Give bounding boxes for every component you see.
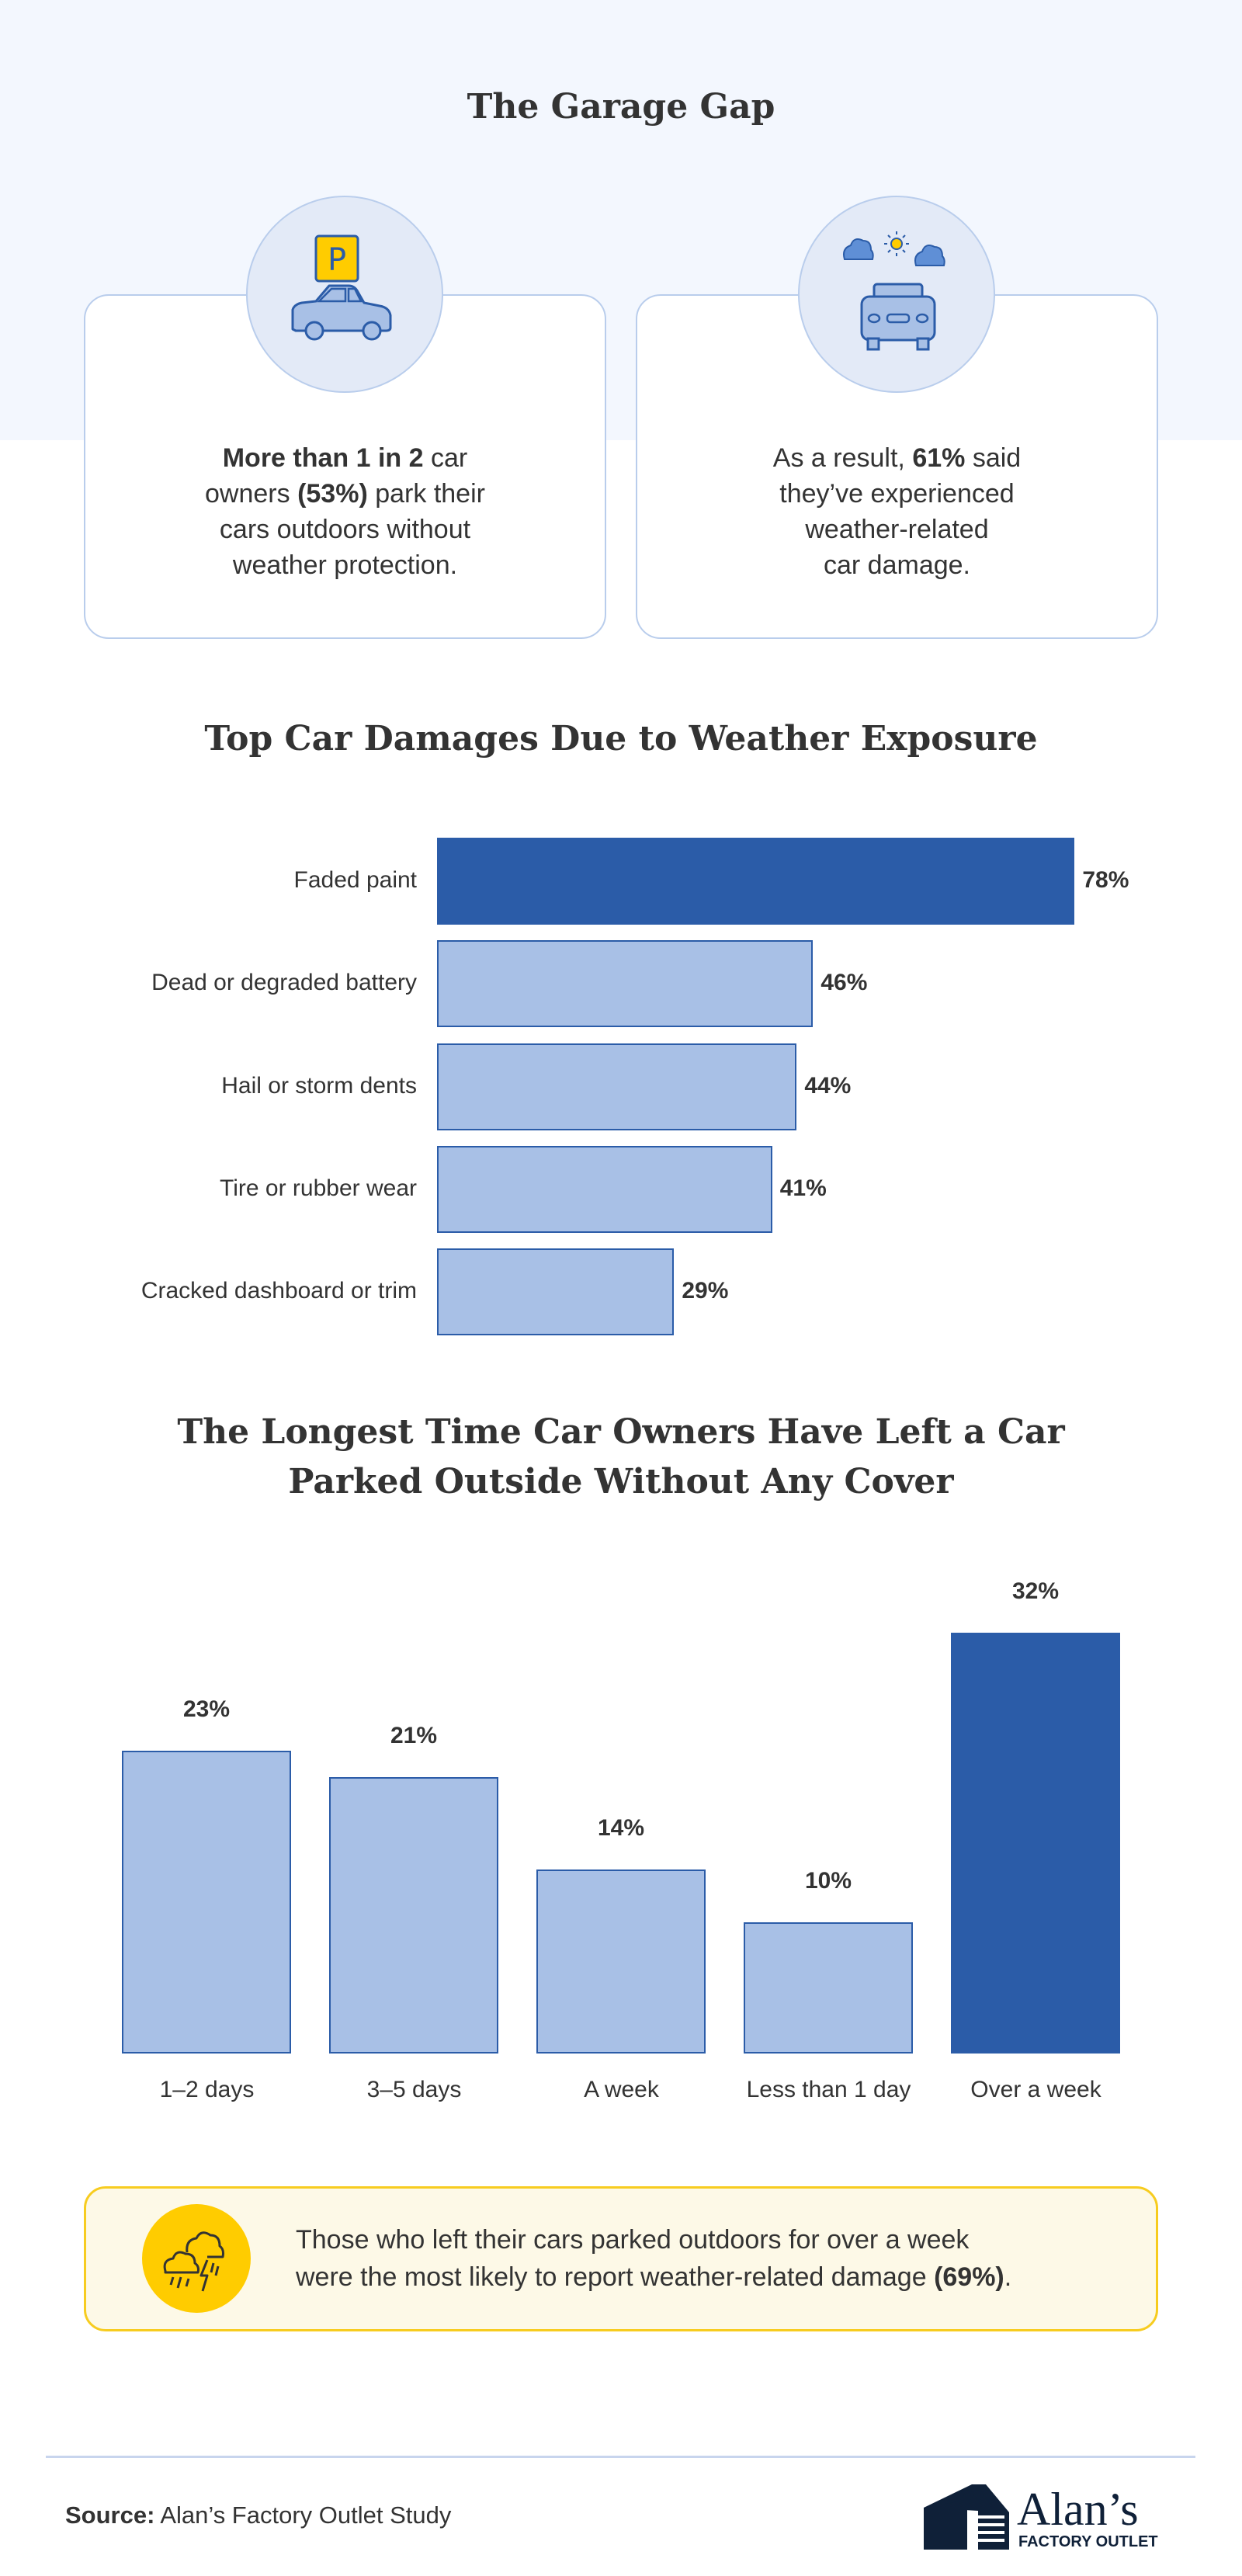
bar-value-label: 32%: [1011, 1578, 1060, 1604]
card-text-line: car damage.: [637, 547, 1157, 583]
bar-category-label: A week: [584, 2077, 659, 2102]
bar-value-label: 46%: [820, 970, 868, 996]
bar-value-label: 78%: [1082, 867, 1129, 893]
bar-category-label: Dead or degraded battery: [151, 970, 417, 996]
bar: [744, 1922, 913, 2054]
callout-text-part: were the most likely to report weather-r…: [296, 2262, 935, 2292]
bar-category-label: Less than 1 day: [746, 2077, 911, 2102]
card-text-part: car: [423, 443, 468, 473]
card-highlight: (53%): [297, 479, 368, 509]
bar: [329, 1777, 498, 2054]
card-text-line: As a result, 61% said: [637, 440, 1157, 476]
bar: [437, 1043, 797, 1130]
card-text-part: said: [965, 443, 1022, 473]
bar: [122, 1751, 291, 2054]
card-text-part: owners: [205, 479, 298, 509]
card-text-part: park their: [367, 479, 485, 509]
bar-value-label: 21%: [390, 1723, 438, 1749]
stat-card-text: More than 1 in 2 car owners (53%) park th…: [85, 440, 605, 583]
source-label: Source:: [65, 2501, 155, 2529]
card-highlight: More than 1 in 2: [222, 443, 424, 473]
alans-factory-outlet-logo: Alan’s FACTORY OUTLET: [922, 2481, 1186, 2555]
card-text-part: As a result,: [772, 443, 913, 473]
card-text-line: More than 1 in 2 car: [85, 440, 605, 476]
page-title: The Garage Gap: [467, 87, 775, 127]
storm-cloud-icon: [142, 2204, 251, 2313]
bar-category-label: Cracked dashboard or trim: [141, 1278, 417, 1304]
callout-line-1: Those who left their cars parked outdoor…: [296, 2225, 970, 2255]
logo-wordmark: Alan’s: [1017, 2484, 1139, 2535]
card-text-line: owners (53%) park their: [85, 476, 605, 512]
bar-category-label: 3–5 days: [366, 2077, 462, 2102]
card-text-line: weather-related: [637, 512, 1157, 547]
bar: [536, 1869, 706, 2054]
bar-value-label: 44%: [804, 1072, 852, 1099]
callout-highlight: (69%): [934, 2262, 1004, 2292]
duration-chart-title-line-2: Parked Outside Without Any Cover: [288, 1462, 954, 1502]
bar: [437, 940, 814, 1028]
card-text-part: weather protection.: [232, 550, 458, 580]
callout-text: Those who left their cars parked outdoor…: [296, 2221, 1011, 2296]
bar-value-label: 14%: [597, 1814, 645, 1841]
weather-car-icon: [798, 196, 995, 393]
bar-value-label: 41%: [779, 1175, 827, 1201]
parking-car-icon: P: [246, 196, 443, 393]
callout-line-2: were the most likely to report weather-r…: [296, 2258, 1011, 2296]
bar-value-label: 23%: [182, 1696, 231, 1723]
callout-box: Those who left their cars parked outdoor…: [84, 2186, 1158, 2331]
bar-category-label: Tire or rubber wear: [220, 1175, 417, 1201]
bar: [437, 1145, 772, 1233]
card-text-part: cars outdoors without: [219, 515, 471, 544]
bar: [437, 1248, 675, 1336]
stat-card-text: As a result, 61% said they’ve experienced…: [637, 440, 1157, 583]
bar-category-label: Faded paint: [293, 867, 417, 893]
card-text-line: weather protection.: [85, 547, 605, 583]
source-note: Source: Alan’s Factory Outlet Study: [65, 2501, 451, 2529]
footer-divider: [46, 2456, 1195, 2458]
bar-category-label: Hail or storm dents: [221, 1072, 417, 1099]
card-text-line: they’ve experienced: [637, 476, 1157, 512]
bar-category-label: Over a week: [970, 2077, 1101, 2102]
card-text-part: car damage.: [824, 550, 970, 580]
logo-subtitle: FACTORY OUTLET: [1018, 2533, 1158, 2550]
bar-value-label: 10%: [804, 1867, 852, 1894]
callout-text-part: .: [1004, 2262, 1012, 2292]
bar: [951, 1632, 1120, 2054]
card-text-line: cars outdoors without: [85, 512, 605, 547]
card-text-part: they’ve experienced: [779, 479, 1015, 509]
bar: [437, 838, 1075, 925]
bar-value-label: 29%: [682, 1278, 729, 1304]
card-highlight: 61%: [912, 443, 966, 473]
bar-category-label: 1–2 days: [159, 2077, 255, 2102]
damages-chart-title: Top Car Damages Due to Weather Exposure: [204, 719, 1038, 759]
source-text: Alan’s Factory Outlet Study: [154, 2501, 452, 2529]
duration-chart-title-line-1: The Longest Time Car Owners Have Left a …: [177, 1412, 1065, 1452]
card-text-part: weather-related: [805, 515, 989, 544]
svg-text:P: P: [328, 242, 346, 278]
